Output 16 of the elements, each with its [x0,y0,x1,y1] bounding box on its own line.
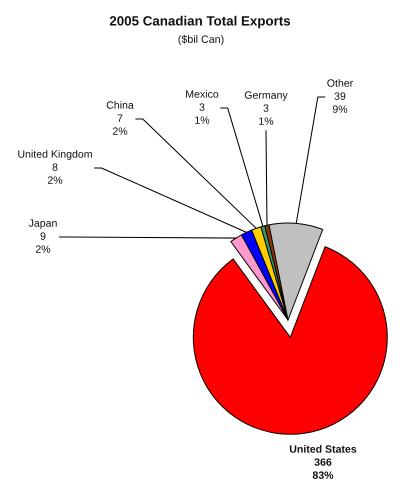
data-label: 8 2% [48,163,62,184]
slice-label: Japan [28,219,57,229]
data-label: 39 9% [332,92,348,113]
chart-subtitle: ($bil Can) [178,34,224,46]
slice-label: Mexico [186,90,218,98]
data-label: 7 2% [112,114,128,135]
data-label: 366 83% [312,458,334,479]
slice-label: Other [327,79,354,87]
slice-label: Germany [244,91,288,101]
data-label: 9 2% [36,232,50,253]
slice-label: China [106,101,134,109]
slice-label: United Kingdom [18,150,92,160]
chart-title: 2005 Canadian Total Exports [110,16,290,28]
data-label: 3 1% [259,104,274,125]
slice-label: United States [290,445,356,453]
data-label: 3 1% [195,103,210,124]
